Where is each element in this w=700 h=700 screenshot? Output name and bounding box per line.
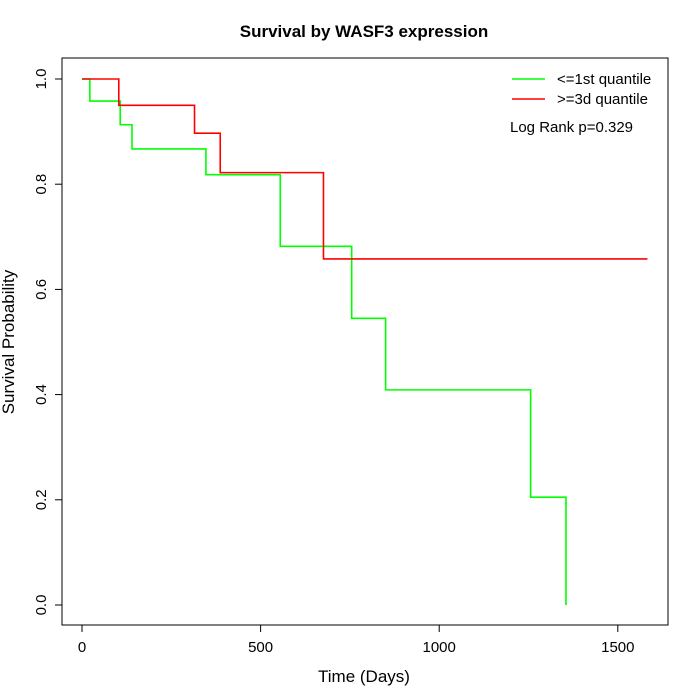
log-rank-annotation: Log Rank p=0.329: [510, 119, 633, 136]
plot-frame: [61, 57, 669, 626]
x-axis-label: Time (Days): [318, 667, 410, 686]
legend-label: >=3d quantile: [557, 91, 648, 108]
series-lines: [82, 78, 648, 605]
legend: <=1st quantile >=3d quantile: [512, 71, 651, 108]
y-tick-label: 0.8: [33, 174, 50, 195]
x-tick-label: 1500: [601, 639, 634, 656]
x-tick-label: 0: [78, 639, 86, 656]
series-line-1: [82, 78, 648, 260]
series-line-0: [82, 78, 567, 605]
y-tick-label: 1.0: [33, 69, 50, 90]
x-tick-label: 500: [248, 639, 273, 656]
chart-title: Survival by WASF3 expression: [240, 22, 488, 41]
y-tick-label: 0.6: [33, 279, 50, 300]
y-axis: 0.0 0.2 0.4 0.6 0.8 1.0: [33, 69, 63, 616]
y-axis-label: Survival Probability: [0, 269, 18, 414]
legend-label: <=1st quantile: [557, 71, 651, 88]
y-tick-label: 0.0: [33, 595, 50, 616]
x-axis: 0 500 1000 1500: [78, 624, 634, 656]
x-tick-label: 1000: [423, 639, 456, 656]
y-tick-label: 0.2: [33, 489, 50, 510]
y-tick-label: 0.4: [33, 384, 50, 405]
